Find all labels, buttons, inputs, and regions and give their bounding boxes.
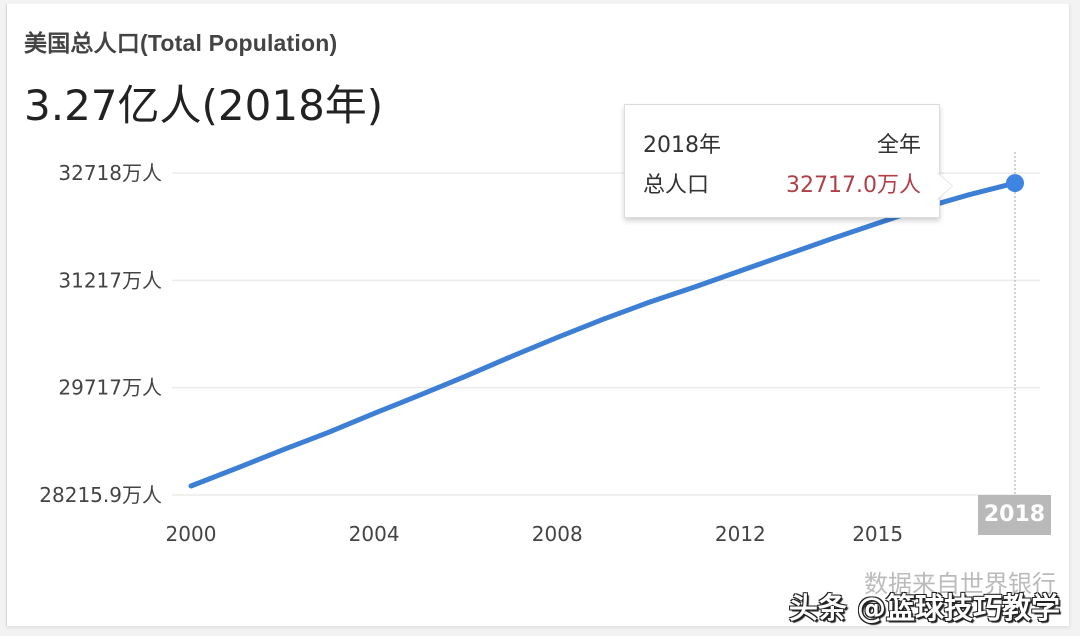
chart-title: 美国总人口(Total Population)	[24, 30, 338, 56]
x-axis-highlight-label: 2018	[978, 495, 1051, 535]
x-axis-labels: 2000 2004 2008 2012 2015	[166, 522, 904, 546]
y-tick-label: 32718万人	[58, 161, 162, 185]
watermark: 头条 @篮球技巧教学	[788, 591, 1060, 625]
x-tick-label: 2008	[532, 522, 583, 546]
tooltip: 2018年 全年 总人口 32717.0万人	[624, 104, 940, 218]
x-tick-label: 2000	[166, 522, 217, 546]
tooltip-year: 2018年	[643, 133, 721, 158]
population-line	[188, 180, 1018, 489]
highlighted-data-point[interactable]	[1006, 174, 1024, 193]
headline-value: 3.27亿人(2018年)	[24, 81, 384, 130]
x-tick-label: 2004	[349, 522, 400, 546]
tooltip-period: 全年	[876, 133, 921, 158]
tooltip-row-period: 2018年 全年	[643, 127, 921, 159]
tooltip-row-value: 总人口 32717.0万人	[643, 167, 921, 199]
y-tick-label: 31217万人	[58, 268, 162, 292]
y-tick-label: 29717万人	[58, 376, 162, 400]
source-note: 数据来自世界银行	[864, 570, 1056, 598]
grid-lines	[172, 172, 1040, 496]
tooltip-pointer	[936, 172, 952, 200]
y-axis-labels: 28215.9万人 29717万人 31217万人 32718万人	[39, 161, 162, 507]
x-tick-label: 2015	[852, 522, 903, 546]
tooltip-metric-label: 总人口	[643, 173, 710, 198]
y-tick-label: 28215.9万人	[39, 483, 162, 507]
tooltip-metric-value: 32717.0万人	[786, 173, 921, 198]
x-tick-label: 2012	[715, 522, 766, 546]
